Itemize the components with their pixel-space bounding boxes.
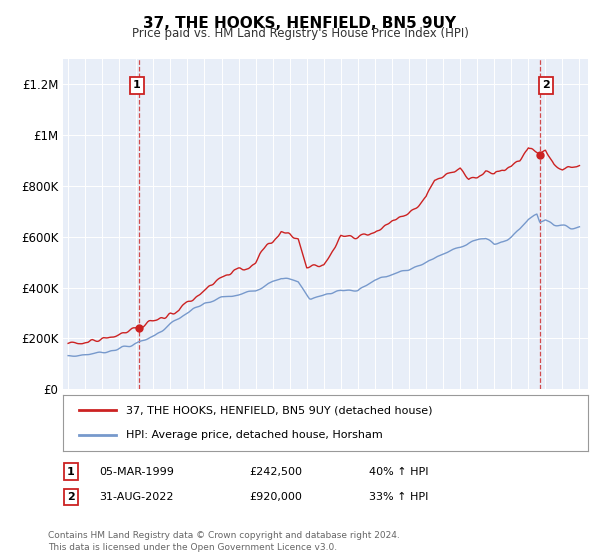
Text: 1: 1 xyxy=(133,81,140,91)
Text: £920,000: £920,000 xyxy=(249,492,302,502)
Text: Price paid vs. HM Land Registry's House Price Index (HPI): Price paid vs. HM Land Registry's House … xyxy=(131,27,469,40)
Text: 1: 1 xyxy=(67,466,74,477)
Text: 05-MAR-1999: 05-MAR-1999 xyxy=(99,466,174,477)
Text: 37, THE HOOKS, HENFIELD, BN5 9UY (detached house): 37, THE HOOKS, HENFIELD, BN5 9UY (detach… xyxy=(126,405,433,416)
Text: 2: 2 xyxy=(542,81,550,91)
Text: 40% ↑ HPI: 40% ↑ HPI xyxy=(369,466,428,477)
Text: Contains HM Land Registry data © Crown copyright and database right 2024.
This d: Contains HM Land Registry data © Crown c… xyxy=(48,531,400,552)
Text: 33% ↑ HPI: 33% ↑ HPI xyxy=(369,492,428,502)
Text: 2: 2 xyxy=(67,492,74,502)
Text: HPI: Average price, detached house, Horsham: HPI: Average price, detached house, Hors… xyxy=(126,430,383,440)
Text: 37, THE HOOKS, HENFIELD, BN5 9UY: 37, THE HOOKS, HENFIELD, BN5 9UY xyxy=(143,16,457,31)
Text: £242,500: £242,500 xyxy=(249,466,302,477)
Text: 31-AUG-2022: 31-AUG-2022 xyxy=(99,492,173,502)
